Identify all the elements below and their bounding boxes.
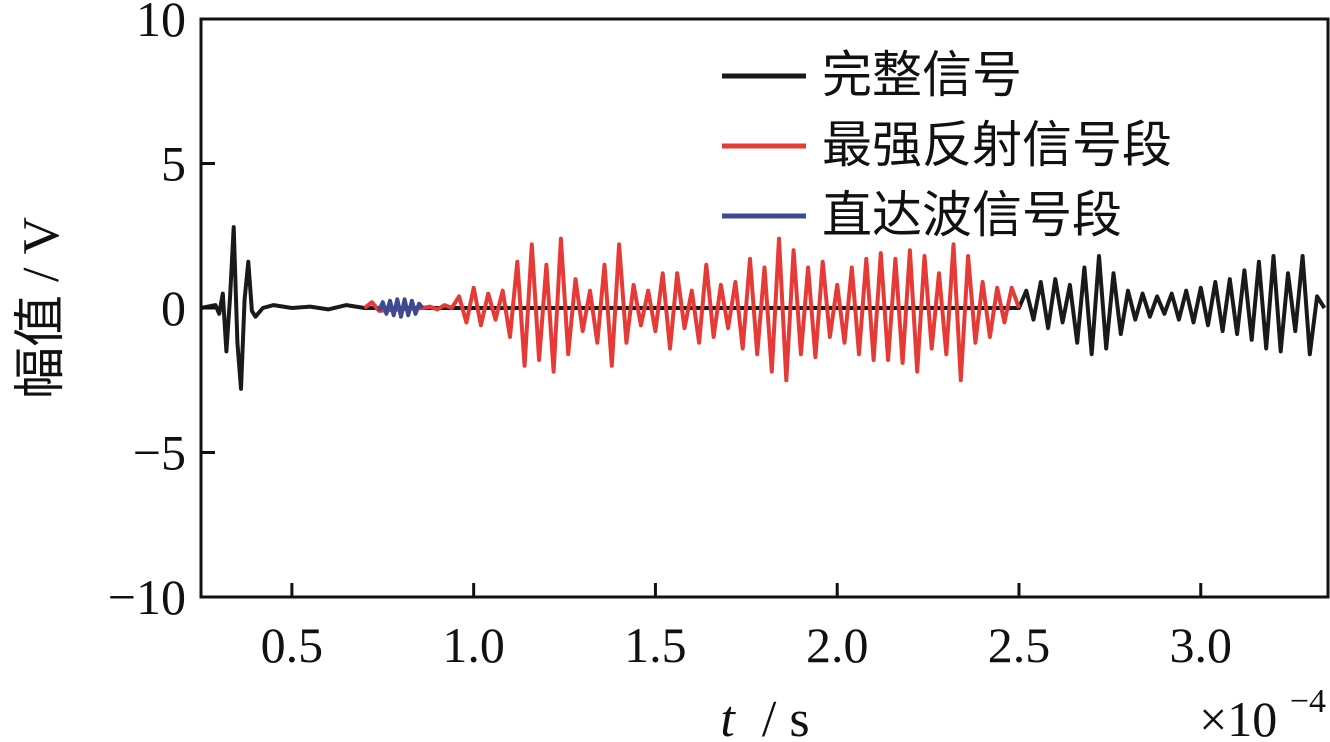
y-tick-label-4: −10 <box>108 569 186 625</box>
y-tick-label-1: 5 <box>161 136 186 192</box>
series-line-0 <box>200 225 1327 391</box>
x-tick-label-2: 1.5 <box>624 617 687 673</box>
ticks-layer: 0.5 1.0 1.5 2.0 2.5 3.0 10 5 0 −5 −10 <box>108 0 1232 673</box>
x-multiplier: ×10 −4 <box>1199 683 1326 742</box>
series-line-2 <box>377 297 425 319</box>
x-multiplier-exp: −4 <box>1290 683 1326 720</box>
legend-label-reflect: 最强反射信号段 <box>822 116 1172 174</box>
x-tick-label-3: 2.0 <box>806 617 869 673</box>
series-line-1 <box>363 236 1021 383</box>
x-tick-label-1: 1.0 <box>442 617 505 673</box>
legend-label-direct: 直达波信号段 <box>822 186 1122 244</box>
series-layer <box>200 225 1327 391</box>
y-axis-label: 幅值 / V <box>13 217 70 399</box>
y-tick-label-2: 0 <box>161 280 186 336</box>
x-axis-var: t <box>720 691 736 742</box>
x-multiplier-base: ×10 <box>1199 691 1277 742</box>
x-tick-label-4: 2.5 <box>988 617 1051 673</box>
x-axis-unit: / s <box>762 691 810 742</box>
y-tick-label-0: 10 <box>136 0 186 47</box>
legend: 完整信号 最强反射信号段 直达波信号段 <box>722 46 1172 244</box>
x-tick-label-5: 3.0 <box>1170 617 1233 673</box>
x-tick-label-0: 0.5 <box>261 617 324 673</box>
legend-label-full: 完整信号 <box>822 46 1022 104</box>
x-axis-label: t / s <box>720 691 809 742</box>
y-tick-label-3: −5 <box>133 425 186 481</box>
